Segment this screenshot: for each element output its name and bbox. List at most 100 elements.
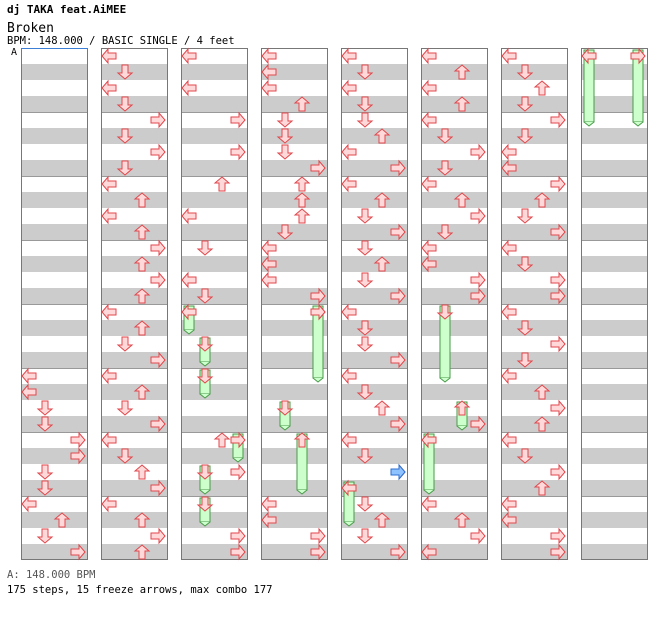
step-arrow-L — [341, 303, 357, 321]
beat-stripe — [101, 160, 168, 176]
step-arrow-R — [390, 287, 406, 305]
beat-stripe — [581, 192, 648, 208]
beat-stripe — [21, 480, 88, 496]
beat-stripe — [421, 352, 488, 368]
step-arrow-L — [261, 271, 277, 289]
step-arrow-D — [116, 448, 134, 464]
beat-stripe — [421, 544, 488, 560]
beat-stripe — [341, 480, 408, 496]
step-arrow-L — [261, 495, 277, 513]
freeze-arrow-head — [196, 496, 214, 512]
beat-stripe — [341, 288, 408, 304]
step-arrow-L — [421, 239, 437, 257]
beat-stripe — [261, 480, 328, 496]
chart-info: BPM: 148.000 / BASIC SINGLE / 4 feet — [7, 35, 235, 47]
step-arrow-L — [101, 431, 117, 449]
step-arrow-R — [390, 543, 406, 561]
freeze-arrow-head — [581, 47, 597, 65]
beat-stripe — [341, 544, 408, 560]
beat-stripe — [501, 448, 568, 464]
beat-stripe — [21, 224, 88, 240]
freeze-arrow-head — [453, 400, 471, 416]
step-arrow-L — [21, 367, 37, 385]
step-arrow-R — [70, 543, 86, 561]
beat-stripe — [261, 256, 328, 272]
step-arrow-L — [421, 255, 437, 273]
beat-stripe — [181, 480, 248, 496]
beat-stripe — [581, 288, 648, 304]
beat-stripe — [101, 288, 168, 304]
freeze-arrow-tail — [343, 521, 355, 527]
step-arrow-D — [276, 224, 294, 240]
beat-stripe — [501, 480, 568, 496]
beat-stripe — [101, 448, 168, 464]
step-arrow-D — [516, 320, 534, 336]
step-arrow-D — [436, 224, 454, 240]
step-arrow-D — [36, 400, 54, 416]
beat-stripe — [101, 256, 168, 272]
step-arrow-R — [150, 415, 166, 433]
step-arrow-L — [341, 79, 357, 97]
step-arrow-U — [133, 544, 151, 560]
beat-stripe — [181, 416, 248, 432]
step-arrow-R — [470, 271, 486, 289]
freeze-arrow-head — [630, 47, 646, 65]
step-arrow-R — [470, 143, 486, 161]
step-arrow-D — [516, 128, 534, 144]
step-arrow-R — [230, 143, 246, 161]
step-arrow-R — [70, 431, 86, 449]
beat-stripe — [501, 192, 568, 208]
step-arrow-R — [550, 527, 566, 545]
freeze-arrow-head — [421, 431, 437, 449]
step-arrow-D — [36, 528, 54, 544]
step-arrow-D — [36, 480, 54, 496]
step-arrow-D — [116, 64, 134, 80]
freeze-arrow-tail — [199, 521, 211, 527]
step-arrow-R — [550, 223, 566, 241]
step-arrow-R — [150, 239, 166, 257]
beat-stripe — [21, 96, 88, 112]
beat-stripe — [261, 224, 328, 240]
step-arrow-L — [501, 303, 517, 321]
step-arrow-D — [356, 64, 374, 80]
step-arrow-R — [150, 351, 166, 369]
step-arrow-D — [196, 240, 214, 256]
beat-stripe — [261, 96, 328, 112]
step-arrow-R — [550, 399, 566, 417]
freeze-arrow-tail — [296, 489, 308, 495]
chart-column-8 — [581, 47, 648, 560]
step-arrow-R — [230, 527, 246, 545]
beat-stripe — [421, 384, 488, 400]
beat-stripe — [341, 160, 408, 176]
step-arrow-U — [213, 176, 231, 192]
column-border — [261, 48, 328, 560]
step-arrow-L — [181, 47, 197, 65]
chart-stats: 175 steps, 15 freeze arrows, max combo 1… — [7, 584, 273, 596]
step-arrow-L — [501, 495, 517, 513]
beat-stripe — [341, 128, 408, 144]
step-arrow-U — [133, 512, 151, 528]
step-arrow-R — [150, 479, 166, 497]
beat-stripe — [581, 256, 648, 272]
beat-stripe — [181, 544, 248, 560]
step-arrow-L — [21, 383, 37, 401]
step-arrow-U — [533, 80, 551, 96]
beat-stripe — [501, 128, 568, 144]
step-arrow-R — [470, 415, 486, 433]
column-border — [501, 48, 568, 560]
beat-stripe — [421, 96, 488, 112]
step-arrow-L — [21, 495, 37, 513]
beat-stripe — [21, 256, 88, 272]
step-arrow-L — [501, 143, 517, 161]
beat-stripe — [181, 224, 248, 240]
step-arrow-R — [390, 351, 406, 369]
step-arrow-R — [390, 223, 406, 241]
freeze-arrow-tail — [279, 425, 291, 431]
beat-stripe — [261, 288, 328, 304]
beat-stripe — [421, 224, 488, 240]
step-arrow-D — [516, 256, 534, 272]
freeze-arrow-tail — [423, 489, 435, 495]
beat-stripe — [181, 448, 248, 464]
step-arrow-U — [453, 64, 471, 80]
